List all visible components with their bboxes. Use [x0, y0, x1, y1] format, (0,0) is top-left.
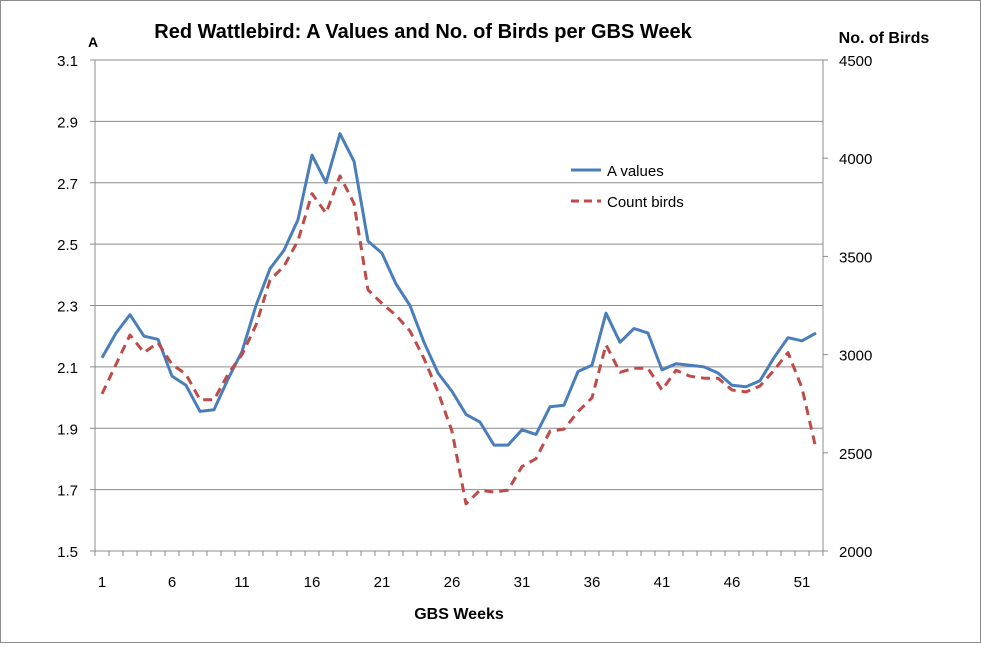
x-tick-label: 31 [514, 574, 531, 591]
y-right-tick-labels: 2000 2500 3000 3500 4000 4500 [839, 53, 872, 561]
y-left-tick-label: 2.3 [57, 299, 78, 316]
x-tick-label: 51 [794, 574, 811, 591]
y-left-tick-label: 2.5 [57, 237, 78, 254]
y-right-tick-label: 4000 [839, 151, 872, 168]
y-right-axis-label: No. of Birds [839, 30, 930, 47]
y-right-tick-label: 4500 [839, 53, 872, 70]
x-tick-label: 41 [654, 574, 671, 591]
y-right-tick-label: 2500 [839, 446, 872, 463]
x-tick-label: 46 [724, 574, 741, 591]
y-left-tick-label: 2.1 [57, 360, 78, 377]
y-right-tick-label: 2000 [839, 544, 872, 561]
y-left-tick-label: 3.1 [57, 53, 78, 70]
x-tick-label: 1 [98, 574, 106, 591]
x-tick-label: 36 [584, 574, 601, 591]
y-right-tick-label: 3000 [839, 348, 872, 365]
series-line-count-birds [100, 174, 818, 506]
x-tick-label: 6 [168, 574, 176, 591]
axes [94, 60, 824, 552]
y-left-tick-label: 2.7 [57, 176, 78, 193]
series-layer [100, 132, 818, 506]
gridlines [90, 59, 828, 556]
x-tick-label: 16 [304, 574, 321, 591]
x-tick-label: 11 [234, 574, 250, 591]
y-left-axis-label: A [88, 34, 98, 50]
x-tick-label: 26 [444, 574, 461, 591]
y-left-tick-label: 1.5 [57, 544, 78, 561]
legend-label-count-birds: Count birds [607, 194, 684, 211]
y-left-tick-label: 2.9 [57, 114, 78, 131]
x-axis-label: GBS Weeks [414, 606, 504, 623]
chart-title: Red Wattlebird: A Values and No. of Bird… [154, 21, 692, 43]
y-right-tick-label: 3500 [839, 249, 872, 266]
legend: A values Count birds [571, 163, 684, 211]
y-left-tick-label: 1.9 [57, 421, 78, 438]
series-line-a-values [100, 132, 817, 447]
x-tick-label: 21 [374, 574, 391, 591]
y-left-tick-labels: 1.5 1.7 1.9 2.1 2.3 2.5 2.7 2.9 3.1 [57, 53, 78, 561]
y-left-tick-label: 1.7 [57, 483, 78, 500]
legend-label-a-values: A values [607, 163, 664, 180]
x-tick-labels: 1 6 11 16 21 26 31 36 41 46 51 [98, 574, 811, 591]
